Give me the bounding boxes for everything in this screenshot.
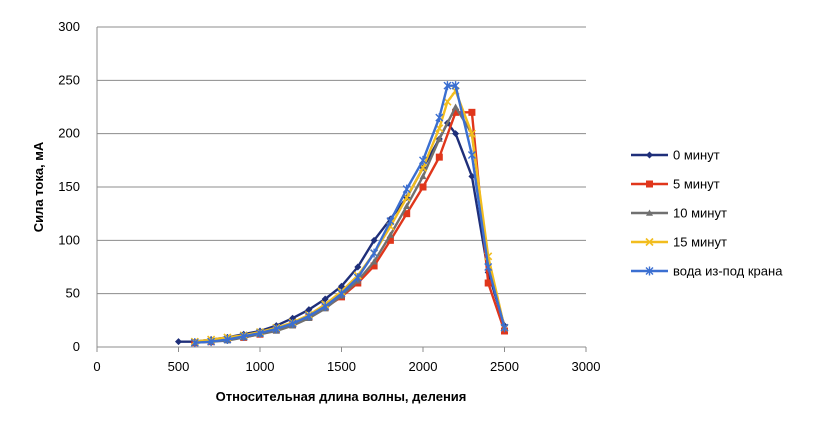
data-point: [223, 335, 232, 345]
legend-label: 0 минут: [673, 148, 720, 163]
data-point: [403, 202, 411, 209]
y-tick-label: 100: [58, 232, 80, 247]
x-tick-label: 0: [93, 359, 100, 374]
legend-label: 5 минут: [673, 177, 720, 192]
y-axis-title: Сила тока, мА: [31, 141, 46, 232]
series-5: [190, 81, 509, 348]
y-tick-label: 0: [73, 339, 80, 354]
data-point: [370, 248, 379, 258]
series-4: [190, 86, 509, 346]
data-point: [435, 153, 443, 161]
legend: 0 минут 5 минут 10 минут 15 минут вода из-по…: [631, 148, 783, 279]
x-tick-label: 500: [168, 359, 190, 374]
x-tick-label: 1000: [246, 359, 275, 374]
data-point: [386, 231, 394, 238]
x-tick-label: 3000: [572, 359, 601, 374]
data-point: [402, 184, 411, 194]
legend-item: 5 минут: [631, 177, 720, 192]
data-point: [467, 150, 476, 160]
data-point: [288, 319, 297, 329]
data-point: [403, 210, 411, 218]
legend-item: вода из-под крана: [631, 264, 783, 279]
series-line: [194, 84, 506, 344]
series-layer: [175, 81, 509, 348]
data-point: [435, 135, 443, 142]
x-axis-title: Относительная длина волны, деления: [216, 389, 467, 404]
y-tick-label: 200: [58, 126, 80, 141]
legend-label: 15 минут: [673, 235, 727, 250]
data-point: [337, 289, 346, 299]
data-point: [370, 236, 378, 244]
data-point: [175, 338, 182, 346]
data-point: [451, 81, 460, 91]
data-point: [452, 108, 460, 116]
legend-item: 0 минут: [631, 148, 720, 163]
legend-marker: [646, 151, 653, 159]
y-tick-label: 300: [58, 19, 80, 34]
data-point: [419, 155, 427, 165]
grid-lines: [97, 26, 586, 295]
data-point: [304, 311, 313, 321]
data-point: [386, 236, 394, 244]
legend-item: 15 минут: [631, 235, 727, 250]
data-point: [207, 337, 216, 347]
data-point: [419, 172, 427, 180]
x-tick-labels: 0 500 1000 1500 2000 2500 3000: [93, 347, 600, 374]
data-point: [256, 328, 264, 338]
data-point: [321, 301, 330, 311]
data-point: [452, 130, 460, 138]
data-point: [467, 129, 476, 138]
data-point: [452, 103, 460, 110]
data-point: [338, 282, 345, 290]
legend-marker: [645, 266, 654, 276]
data-point: [435, 113, 444, 123]
series-line: [178, 121, 506, 343]
x-tick-label: 2500: [490, 359, 519, 374]
y-tick-label: 50: [66, 286, 80, 301]
y-tick-label: 250: [58, 72, 80, 87]
data-point: [386, 216, 395, 226]
legend-marker: [646, 209, 653, 216]
data-point: [272, 324, 281, 334]
legend-label: вода из-под крана: [673, 264, 783, 279]
data-point: [321, 295, 329, 303]
data-point: [443, 81, 452, 91]
y-tick-label: 150: [58, 179, 80, 194]
data-point: [353, 273, 362, 283]
series-3: [191, 103, 508, 346]
data-point: [484, 279, 492, 287]
data-point: [484, 262, 493, 272]
legend-marker: [645, 237, 654, 247]
x-tick-label: 2000: [409, 359, 438, 374]
series-1: [175, 119, 508, 346]
legend-label: 10 минут: [673, 206, 727, 221]
data-point: [419, 183, 427, 191]
data-point: [370, 258, 378, 265]
y-tick-labels: 0 50 100 150 200 250 300: [58, 19, 80, 354]
data-point: [500, 323, 509, 333]
data-point: [354, 263, 362, 271]
data-point: [190, 338, 199, 348]
data-point: [305, 306, 313, 314]
series-line: [194, 89, 506, 343]
x-tick-label: 1500: [327, 359, 356, 374]
data-point: [370, 262, 378, 270]
data-point: [468, 108, 476, 116]
legend-marker: [646, 180, 653, 188]
legend-item: 10 минут: [631, 206, 727, 221]
data-point: [239, 331, 248, 341]
series-line: [194, 111, 506, 344]
